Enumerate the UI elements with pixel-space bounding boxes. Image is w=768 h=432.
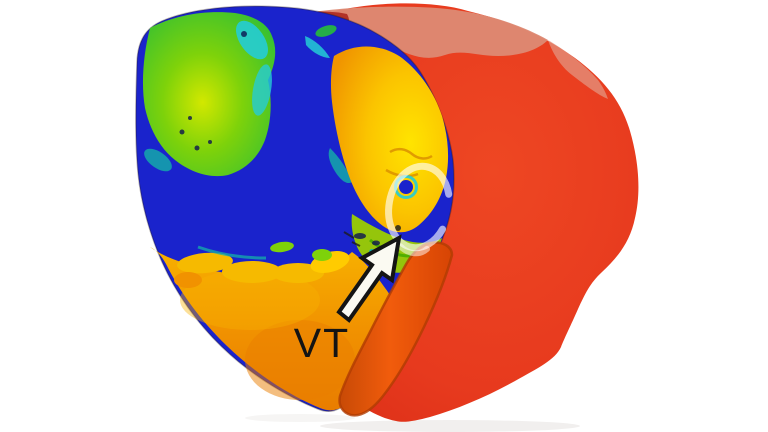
- map-yellow-region: [330, 46, 449, 233]
- cyan-fringes: [144, 20, 352, 184]
- orange-top-highlight: [180, 270, 320, 330]
- shell-pink-soft-wash: [548, 40, 608, 99]
- orange-apex-shading: [245, 320, 355, 400]
- arrow-annotation-icon: [336, 234, 402, 323]
- lime-left-bit: [312, 249, 332, 261]
- ground-shadow: [245, 414, 580, 432]
- boundary-teal-line: [197, 245, 267, 260]
- map-green-region: [142, 12, 276, 177]
- annotations: VT: [294, 162, 453, 366]
- boundary-green-streak: [270, 241, 294, 253]
- map-shell: [135, 5, 455, 412]
- dark-specks: [179, 31, 401, 247]
- vt-label: VT: [294, 320, 350, 366]
- target-circle-annotation: [385, 162, 453, 252]
- green-top-streak: [315, 25, 337, 37]
- target-circle-hook: [397, 243, 430, 257]
- shell-pink-highlight: [306, 6, 548, 58]
